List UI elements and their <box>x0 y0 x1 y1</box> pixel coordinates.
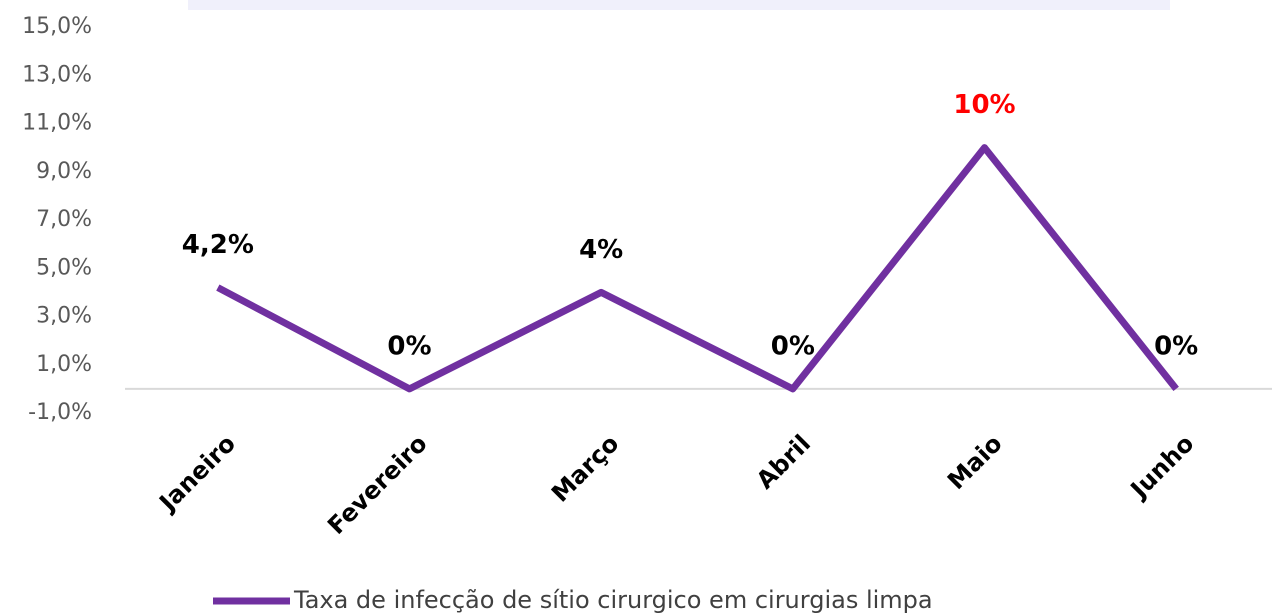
y-tick-label: 11,0% <box>22 111 92 136</box>
y-tick-label: -1,0% <box>28 400 92 425</box>
y-tick-label: 15,0% <box>22 14 92 39</box>
x-tick-label: Janeiro <box>153 429 241 517</box>
title-box <box>188 0 1170 10</box>
data-label: 0% <box>387 331 431 361</box>
data-label: 0% <box>1154 331 1198 361</box>
y-tick-label: 5,0% <box>36 255 92 280</box>
y-tick-label: 7,0% <box>36 207 92 232</box>
data-label: 10% <box>953 90 1015 120</box>
x-tick-label: Março <box>546 429 624 507</box>
data-label: 4,2% <box>182 230 254 260</box>
y-tick-label: 1,0% <box>36 352 92 377</box>
legend-label: Taxa de infecção de sítio cirurgico em c… <box>293 586 933 614</box>
x-tick-label: Maio <box>942 429 1008 495</box>
y-tick-label: 13,0% <box>22 62 92 87</box>
x-tick-label: Abril <box>751 429 816 494</box>
series-line <box>216 144 1179 393</box>
x-tick-label: Junho <box>1124 429 1199 504</box>
data-label: 4% <box>579 235 623 265</box>
x-tick-label: Fevereiro <box>322 429 433 540</box>
y-tick-label: 3,0% <box>36 304 92 329</box>
data-label: 0% <box>771 331 815 361</box>
y-tick-label: 9,0% <box>36 159 92 184</box>
